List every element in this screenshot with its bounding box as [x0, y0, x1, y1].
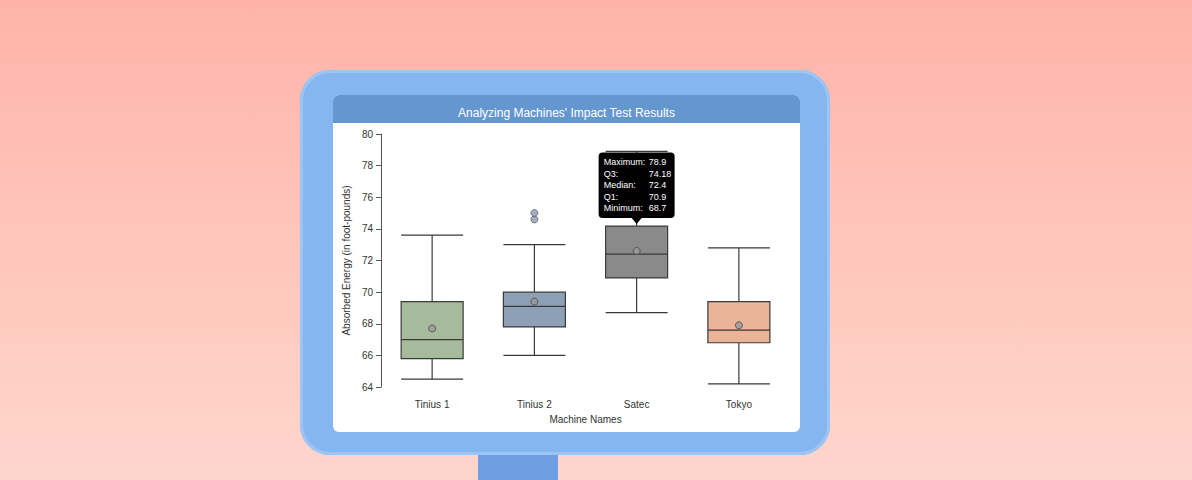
svg-text:Analyzing Machines' Impact Tes: Analyzing Machines' Impact Test Results [458, 106, 675, 120]
svg-text:74: 74 [362, 223, 374, 234]
svg-text:68: 68 [362, 318, 374, 329]
svg-text:78: 78 [362, 160, 374, 171]
svg-text:78.9: 78.9 [649, 157, 667, 167]
svg-text:Median:: Median: [604, 180, 636, 190]
svg-text:Tinius 2: Tinius 2 [517, 399, 552, 410]
svg-text:74.18: 74.18 [649, 169, 672, 179]
svg-text:68.7: 68.7 [649, 203, 667, 213]
svg-text:72.4: 72.4 [649, 180, 667, 190]
svg-text:70: 70 [362, 287, 374, 298]
svg-text:Absorbed Energy (in foot-pound: Absorbed Energy (in foot-pounds) [341, 185, 352, 335]
svg-text:Satec: Satec [624, 399, 650, 410]
svg-text:Tinius 1: Tinius 1 [415, 399, 450, 410]
svg-text:Q1:: Q1: [604, 192, 619, 202]
svg-text:66: 66 [362, 350, 374, 361]
svg-text:72: 72 [362, 255, 374, 266]
svg-text:Maximum:: Maximum: [604, 157, 646, 167]
svg-text:Q3:: Q3: [604, 169, 619, 179]
svg-text:64: 64 [362, 382, 374, 393]
svg-text:70.9: 70.9 [649, 192, 667, 202]
svg-text:Minimum:: Minimum: [604, 203, 643, 213]
svg-text:76: 76 [362, 192, 374, 203]
svg-text:Machine Names: Machine Names [549, 414, 621, 425]
svg-text:Tokyo: Tokyo [726, 399, 753, 410]
svg-text:80: 80 [362, 129, 374, 140]
